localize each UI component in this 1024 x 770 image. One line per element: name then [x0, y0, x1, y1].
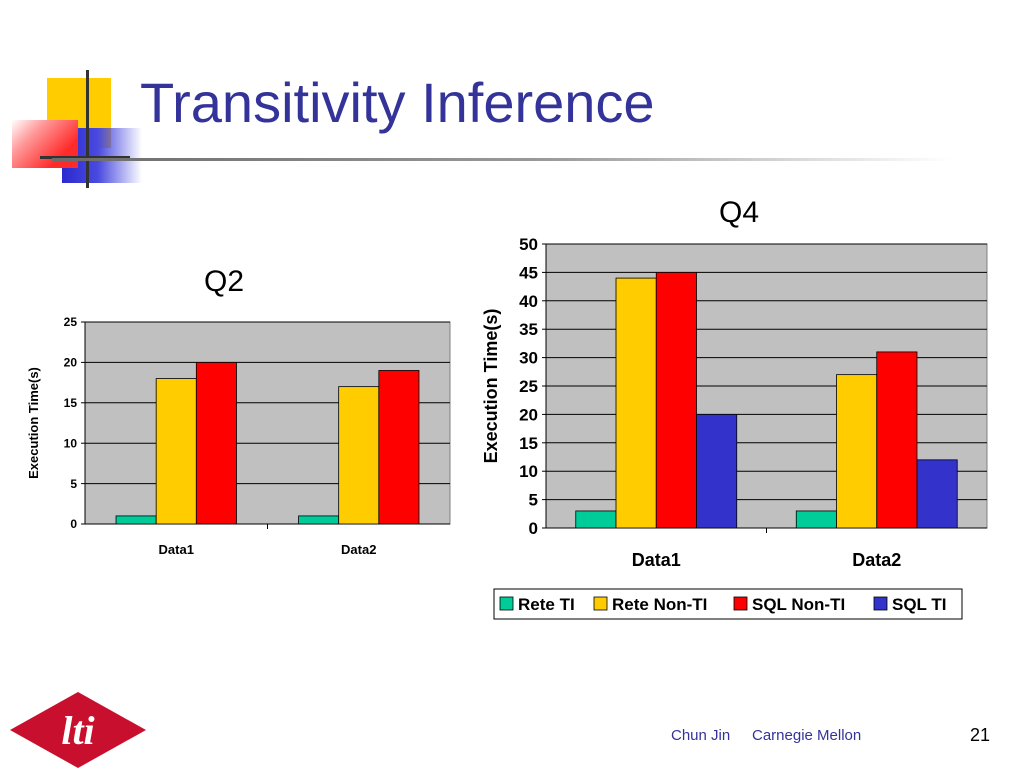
q4-ytick-label: 10	[519, 462, 538, 481]
chart-q4-title: Q4	[719, 196, 760, 229]
q4-ytick-label: 20	[519, 405, 538, 424]
footer-author: Chun Jin	[671, 727, 731, 744]
q4-bar	[876, 351, 918, 529]
q2-ylabel: Execution Time(s)	[26, 367, 41, 479]
q2-ytick-label: 5	[70, 477, 77, 491]
q4-ytick-label: 45	[519, 263, 538, 282]
lti-logo: lti	[10, 692, 146, 768]
q4-legend-label: SQL Non-TI	[752, 595, 845, 614]
logo-text: lti	[61, 708, 94, 753]
q4-ytick-label: 50	[519, 235, 538, 254]
q4-category-label: Data2	[852, 550, 901, 570]
q4-legend-swatch	[733, 596, 748, 611]
decor-vertical-line	[86, 70, 89, 188]
q2-bar	[155, 378, 197, 525]
title-rule	[52, 158, 952, 161]
q4-legend-swatch	[593, 596, 608, 611]
q2-ytick-label: 20	[64, 356, 78, 370]
q4-bar	[655, 271, 697, 529]
q4-bar	[575, 510, 617, 529]
logo-diamond	[10, 692, 146, 768]
q2-ytick-label: 15	[64, 396, 78, 410]
chart-q2-title: Q2	[204, 265, 245, 298]
q2-bar	[378, 370, 420, 525]
q4-ytick-label: 25	[519, 377, 538, 396]
q4-bar	[696, 413, 738, 529]
q2-ytick-label: 25	[64, 315, 78, 329]
page-number: 21	[970, 725, 991, 745]
q2-bar	[338, 386, 380, 525]
q4-ytick-label: 30	[519, 349, 538, 368]
slide-title: Transitivity Inference	[140, 71, 655, 134]
q4-ytick-label: 35	[519, 320, 538, 339]
q4-category-label: Data1	[632, 550, 681, 570]
footer-org: Carnegie Mellon	[752, 727, 862, 744]
q4-legend-swatch	[499, 596, 514, 611]
q4-legend-swatch	[873, 596, 888, 611]
q4-bar	[916, 459, 958, 529]
q4-legend-label: Rete Non-TI	[612, 595, 707, 614]
q2-ytick-label: 0	[70, 517, 77, 531]
decor-horizontal-line	[40, 156, 130, 159]
q2-ytick-label: 10	[64, 436, 78, 450]
q4-ytick-label: 40	[519, 292, 538, 311]
q4-ytick-label: 5	[529, 491, 538, 510]
q2-category-label: Data2	[341, 542, 376, 557]
q4-ytick-label: 15	[519, 434, 538, 453]
q4-legend-label: SQL TI	[892, 595, 946, 614]
q4-bar	[836, 374, 878, 529]
q4-legend-label: Rete TI	[518, 595, 575, 614]
q4-ytick-label: 0	[529, 519, 538, 538]
q2-category-label: Data1	[159, 542, 194, 557]
q4-ylabel: Execution Time(s)	[481, 309, 501, 464]
q4-bar	[795, 510, 837, 529]
q2-bar	[195, 361, 237, 525]
q4-bar	[615, 277, 657, 529]
